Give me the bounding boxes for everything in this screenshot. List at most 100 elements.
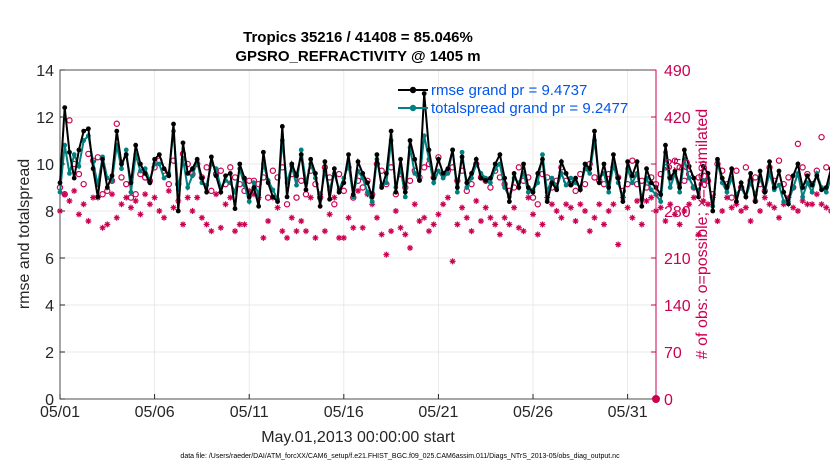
asterisk-stroke (213, 191, 219, 197)
asterisk-stroke (539, 221, 546, 227)
obs-assimilated-point (378, 231, 385, 238)
obs-assimilated-point (284, 234, 291, 241)
asterisk-stroke (535, 231, 541, 238)
asterisk-stroke (615, 242, 621, 248)
totalspread-point (800, 194, 806, 200)
obs-possible-point (591, 174, 598, 181)
totalspread-point (823, 189, 829, 195)
obs-assimilated-point (794, 208, 801, 214)
asterisk-stroke (194, 195, 200, 201)
obs-assimilated-point (411, 201, 418, 208)
asterisk-stroke (502, 215, 508, 221)
rmse-point (563, 171, 569, 176)
y-axis-right: 0 70 140 210 280 350 420 490 (651, 63, 691, 409)
obs-assimilated-point (809, 201, 816, 208)
rmse-point (535, 171, 541, 176)
asterisk-stroke (464, 215, 470, 221)
asterisk-stroke (487, 215, 493, 221)
rmse-point (767, 159, 772, 165)
rmse-point (715, 156, 720, 162)
asterisk-stroke (85, 218, 91, 224)
rmse-point (691, 175, 697, 181)
rmse-point (128, 180, 134, 186)
rmse-point (521, 161, 526, 167)
rmse-point (516, 185, 522, 190)
obs-assimilated-point (643, 197, 650, 204)
totalspread-point (246, 199, 252, 205)
rmse-point (251, 185, 257, 190)
rmse-point (625, 159, 631, 165)
rmse-point (696, 194, 701, 200)
obs-assimilated-point (591, 214, 598, 221)
obs-possible-point (581, 180, 589, 188)
asterisk-stroke (776, 215, 782, 221)
rmse-point (138, 161, 143, 167)
y2-tick-label: 280 (664, 204, 691, 221)
obs-assimilated-point (638, 221, 645, 228)
asterisk-stroke (237, 221, 243, 227)
obs-possible-point (217, 167, 225, 174)
obs-assimilated-point (85, 218, 92, 225)
asterisk-stroke (76, 211, 82, 217)
obs-assimilated-point (813, 191, 820, 198)
asterisk-stroke (743, 205, 749, 211)
totalspread-point (298, 147, 304, 153)
totalspread-point (667, 185, 673, 190)
asterisk-stroke (312, 235, 318, 241)
obs-possible-point (302, 191, 310, 198)
totalspread-point (459, 149, 465, 155)
rmse-point (204, 189, 210, 195)
obs-assimilated-point (435, 211, 442, 218)
asterisk-stroke (681, 208, 687, 214)
obs-possible-point (113, 120, 120, 127)
asterisk-stroke (260, 235, 266, 241)
obs-possible-point (269, 167, 277, 174)
totalspread-point (62, 142, 68, 148)
x-tick-label: 05/26 (513, 404, 553, 421)
rmse-point (317, 203, 323, 209)
obs-assimilated-point (463, 214, 470, 221)
obs-possible-point (818, 133, 825, 141)
rmse-point (407, 138, 413, 143)
rmse-point (322, 159, 328, 165)
obs-assimilated-point (208, 228, 215, 235)
asterisk-stroke (289, 215, 295, 221)
obs-assimilated-point (700, 197, 707, 204)
rmse-point (256, 203, 262, 209)
asterisk-stroke (658, 205, 664, 211)
asterisk-stroke (346, 215, 352, 221)
totalspread-point (809, 189, 815, 195)
rmse-point (800, 185, 806, 190)
rmse-point (175, 208, 181, 214)
totalspread-point (402, 194, 408, 200)
rmse-point (298, 152, 304, 158)
rmse-point (360, 171, 366, 176)
obs-assimilated-point (648, 194, 655, 201)
obs-assimilated-point (288, 214, 295, 221)
rmse-point (180, 140, 186, 146)
obs-possible-point (671, 157, 679, 164)
rmse-point (402, 189, 408, 195)
obs-possible-point (66, 117, 73, 124)
obs-possible-point (165, 180, 172, 188)
rmse-point (426, 147, 432, 153)
asterisk-stroke (814, 191, 820, 197)
asterisk-stroke (398, 225, 404, 231)
rmse-point (488, 175, 493, 181)
totalspread-point (436, 168, 441, 174)
obs-assimilated-point (293, 228, 300, 235)
obs-possible-point (99, 191, 106, 198)
obs-assimilated-point (104, 221, 111, 228)
x-axis: 05/01 05/06 05/11 05/16 05/21 05/26 05/31 (40, 394, 648, 421)
rmse-point (771, 185, 777, 190)
rmse-point (634, 159, 640, 165)
rmse-point (795, 161, 801, 167)
asterisk-stroke (379, 231, 385, 238)
obs-assimilated-point (184, 194, 191, 201)
obs-assimilated-point (307, 194, 314, 201)
asterisk-stroke (133, 198, 139, 204)
obs-assimilated-point (407, 244, 414, 251)
rmse-point (454, 185, 460, 190)
rmse-point (757, 168, 763, 174)
obs-assimilated-point (705, 201, 712, 208)
